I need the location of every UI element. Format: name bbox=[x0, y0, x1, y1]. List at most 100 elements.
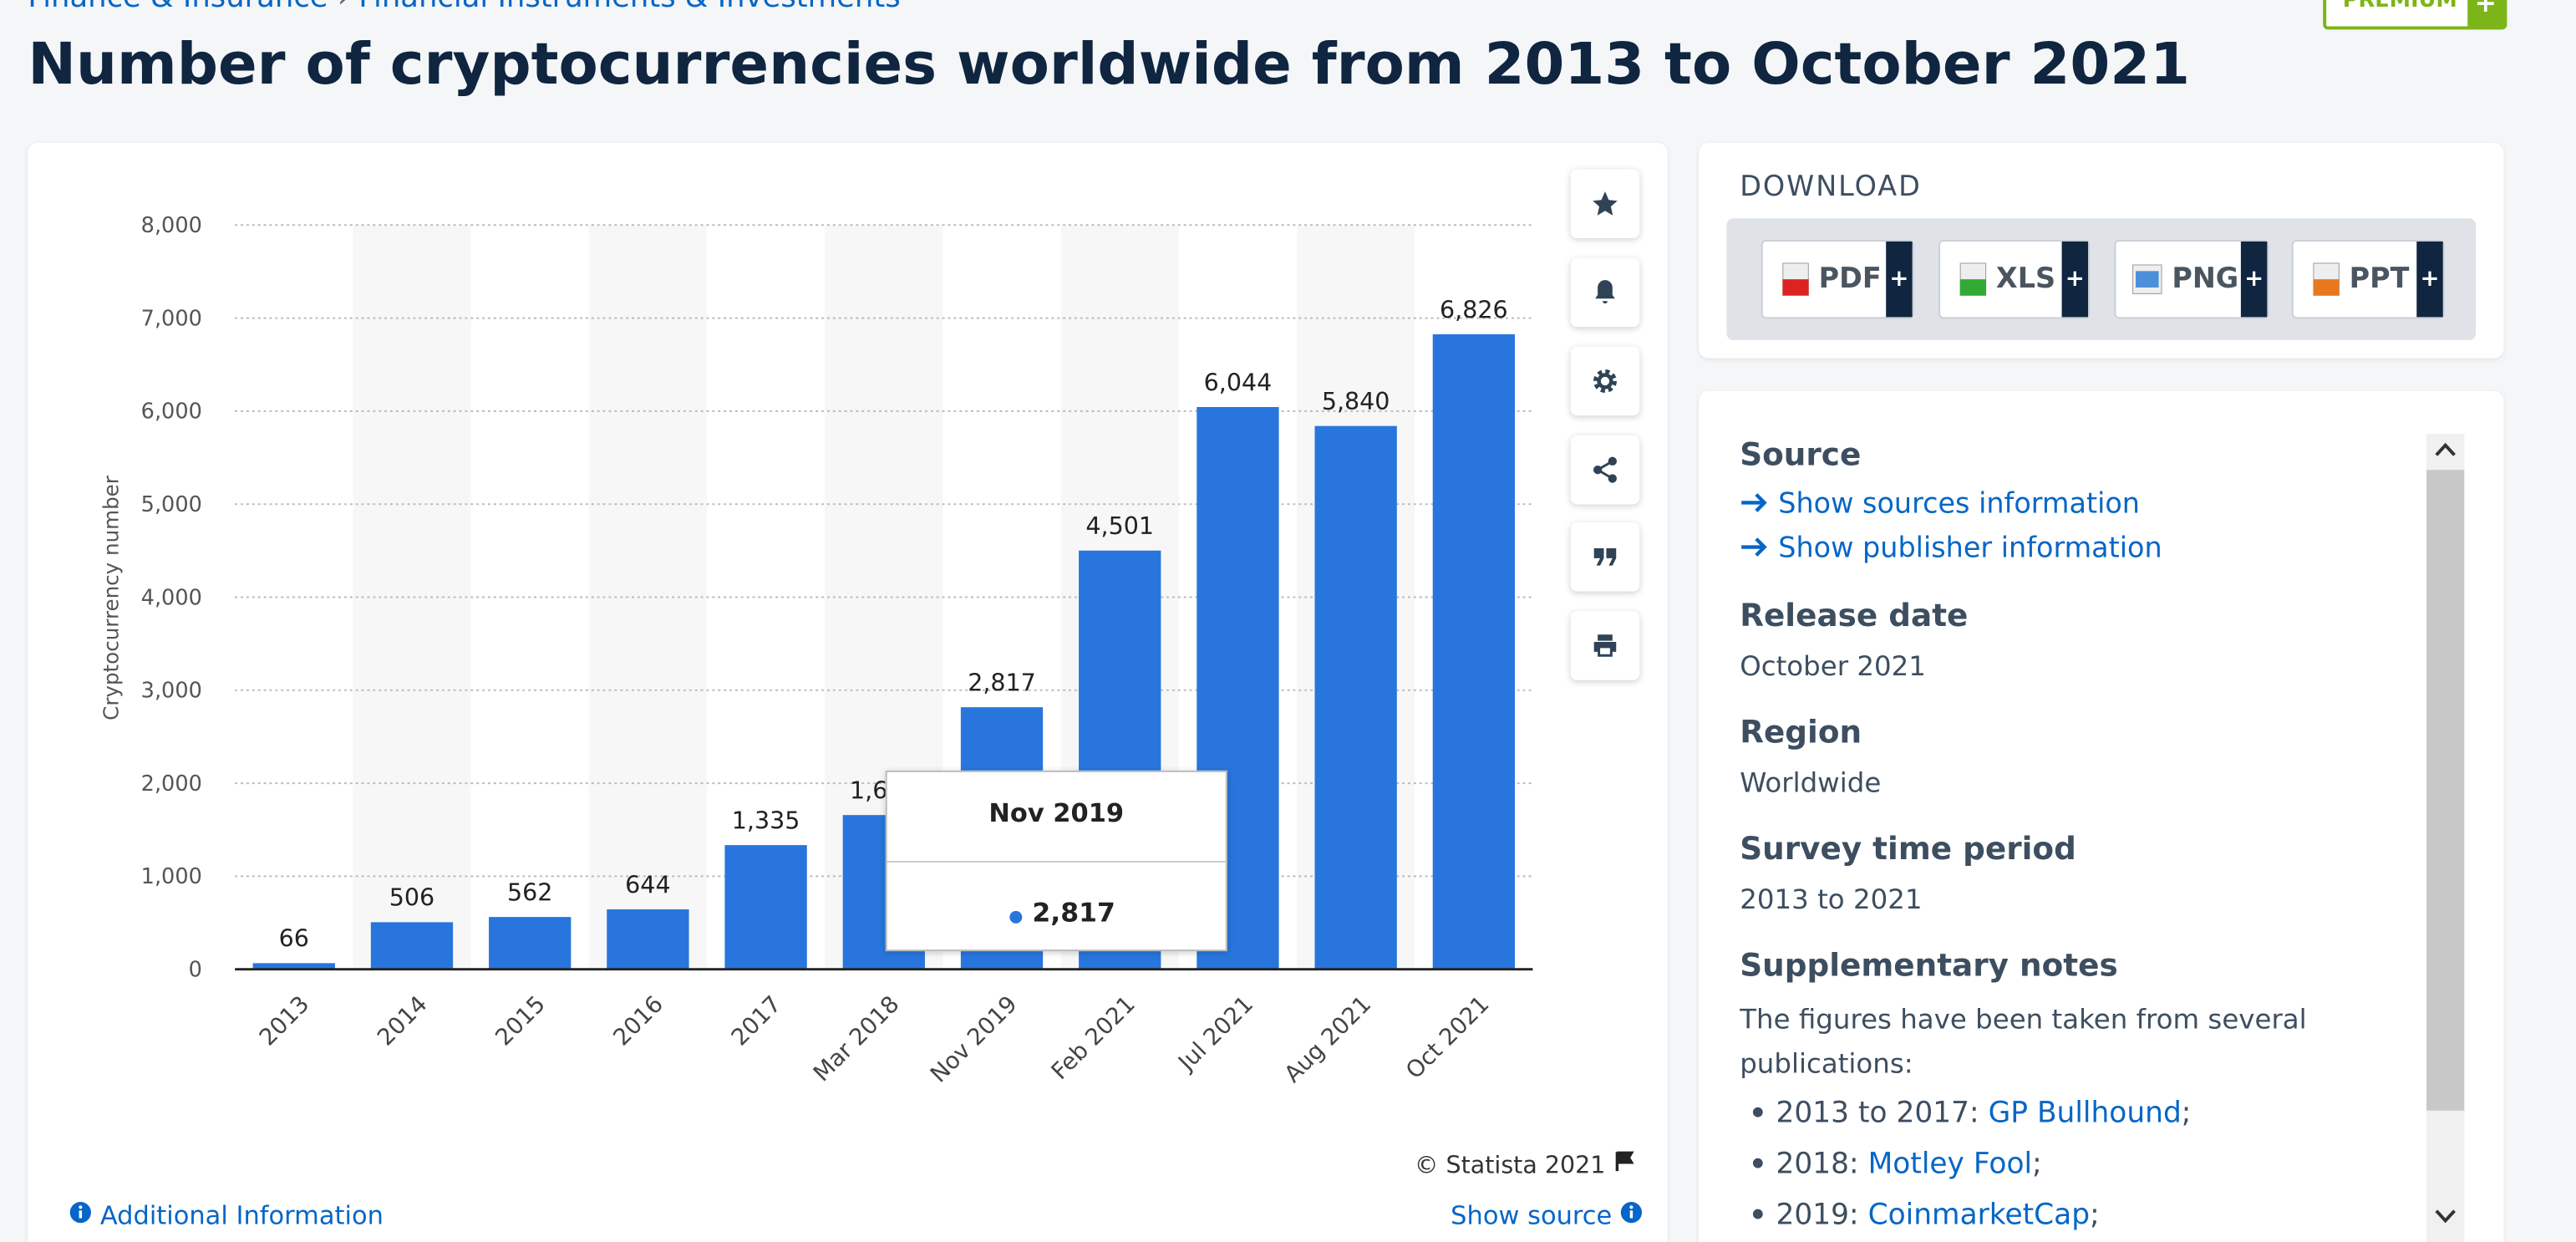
copyright: © Statista 2021 bbox=[1415, 1150, 1636, 1179]
publisher-link[interactable]: Show publisher information bbox=[1740, 532, 2162, 565]
format-plus: + bbox=[2416, 241, 2443, 318]
publisher-link-text: Show publisher information bbox=[1778, 532, 2162, 566]
value-label: 1,335 bbox=[732, 807, 800, 834]
tooltip-divider bbox=[887, 860, 1226, 863]
value-label: 66 bbox=[279, 925, 309, 953]
tooltip-value: ● 2,817 bbox=[1009, 897, 1115, 929]
value-label: 5,840 bbox=[1322, 388, 1390, 415]
x-tick-label: Jul 2021 bbox=[1172, 990, 1258, 1077]
show-source-link[interactable]: Show source bbox=[1451, 1201, 1643, 1230]
page-title: Number of cryptocurrencies worldwide fro… bbox=[28, 33, 2191, 99]
premium-button[interactable]: PREMIUM + bbox=[2323, 0, 2507, 30]
tooltip-value-text: 2,817 bbox=[1032, 897, 1115, 929]
download-title: DOWNLOAD bbox=[1740, 171, 1922, 204]
sources-link-text: Show sources information bbox=[1778, 487, 2141, 522]
note-text: 2019: bbox=[1776, 1199, 1859, 1233]
scrollbar[interactable] bbox=[2426, 433, 2465, 1242]
note-end: ; bbox=[2181, 1097, 2192, 1131]
png-button[interactable]: PNG + bbox=[2114, 239, 2269, 319]
x-tick-label: Oct 2021 bbox=[1400, 990, 1494, 1084]
breadcrumb-link[interactable]: Financial Instruments & Investments bbox=[358, 0, 900, 15]
y-tick-label: 4,000 bbox=[141, 585, 202, 610]
y-tick-label: 2,000 bbox=[141, 771, 202, 797]
bar bbox=[1432, 333, 1516, 970]
region: Worldwide bbox=[1740, 766, 1882, 799]
value-label: 506 bbox=[389, 884, 434, 912]
value-label: 644 bbox=[625, 871, 670, 898]
sources-link[interactable]: Show sources information bbox=[1740, 488, 2140, 521]
format-label: PPT bbox=[2349, 262, 2410, 296]
bullet bbox=[1752, 1107, 1763, 1117]
settings-button[interactable] bbox=[1570, 346, 1640, 416]
copyright-text: © Statista 2021 bbox=[1414, 1153, 1606, 1180]
source-heading: Source bbox=[1740, 436, 1862, 474]
notes-heading: Supplementary notes bbox=[1740, 948, 2118, 985]
tooltip: Nov 2019 ● 2,817 bbox=[885, 770, 1227, 952]
period-heading: Survey time period bbox=[1740, 831, 2076, 868]
bar bbox=[1314, 425, 1397, 970]
bar bbox=[724, 845, 807, 970]
y-axis-label: Cryptocurrency number bbox=[99, 475, 124, 720]
breadcrumb-link[interactable]: Finance & Insurance bbox=[28, 0, 328, 15]
x-tick-label: 2013 bbox=[254, 990, 314, 1051]
x-tick-label: 2015 bbox=[490, 990, 551, 1051]
note-link[interactable]: CoinmarketCap bbox=[1867, 1199, 2091, 1233]
column-shade bbox=[588, 225, 708, 970]
note-link[interactable]: Motley Fool bbox=[1867, 1148, 2033, 1182]
x-tick-label: 2016 bbox=[608, 990, 668, 1051]
bullet bbox=[1752, 1209, 1763, 1219]
value-label: 4,501 bbox=[1085, 512, 1154, 540]
breadcrumb: Finance & Insurance › Financial Instrume… bbox=[28, 0, 900, 15]
y-tick-label: 8,000 bbox=[141, 213, 202, 238]
value-label: 6,044 bbox=[1204, 369, 1273, 396]
print-button[interactable] bbox=[1570, 611, 1640, 680]
x-tick-label: 2017 bbox=[726, 990, 786, 1051]
format-label: PNG bbox=[2172, 262, 2239, 296]
y-tick-label: 6,000 bbox=[141, 400, 202, 425]
note-item: 2018: Motley Fool; bbox=[1740, 1148, 2042, 1181]
premium-plus: + bbox=[2467, 0, 2504, 27]
y-tick-label: 0 bbox=[189, 958, 202, 983]
share-button[interactable] bbox=[1570, 435, 1640, 505]
note-link[interactable]: GP Bullhound bbox=[1988, 1097, 2182, 1131]
format-plus: + bbox=[1886, 241, 1913, 318]
bar bbox=[607, 909, 689, 970]
additional-info-text: Additional Information bbox=[99, 1200, 384, 1231]
y-tick-label: 7,000 bbox=[141, 306, 202, 331]
scrollbar-thumb[interactable] bbox=[2426, 470, 2465, 1111]
note-item: 2019: CoinmarketCap; bbox=[1740, 1199, 2100, 1232]
bullet bbox=[1752, 1158, 1763, 1168]
format-plus: + bbox=[2240, 241, 2268, 318]
cite-button[interactable] bbox=[1570, 522, 1640, 592]
region-heading: Region bbox=[1740, 715, 1862, 751]
x-tick-label: 2014 bbox=[372, 990, 432, 1051]
column-shade bbox=[353, 225, 471, 970]
x-tick-label: Mar 2018 bbox=[808, 990, 904, 1087]
value-label: 562 bbox=[507, 879, 552, 907]
premium-label: PREMIUM bbox=[2342, 0, 2457, 13]
note-end: ; bbox=[2090, 1199, 2100, 1233]
pdf-button[interactable]: PDF + bbox=[1761, 239, 1914, 319]
note-end: ; bbox=[2032, 1148, 2042, 1182]
favorite-button[interactable] bbox=[1570, 169, 1640, 239]
bar bbox=[489, 917, 572, 970]
additional-info-link[interactable]: Additional Information bbox=[69, 1201, 384, 1230]
xls-button[interactable]: XLS + bbox=[1938, 239, 2091, 319]
value-label: 2,817 bbox=[968, 669, 1036, 697]
tooltip-title: Nov 2019 bbox=[988, 798, 1125, 828]
format-label: XLS bbox=[1995, 262, 2056, 296]
bar bbox=[370, 922, 454, 970]
details-card bbox=[1699, 390, 2504, 1242]
breadcrumb-separator: › bbox=[338, 0, 358, 15]
alert-button[interactable] bbox=[1570, 257, 1640, 328]
value-label: 6,826 bbox=[1440, 296, 1508, 323]
ppt-button[interactable]: PPT + bbox=[2291, 239, 2445, 319]
x-tick-label: Feb 2021 bbox=[1046, 990, 1141, 1085]
y-tick-label: 3,000 bbox=[141, 679, 202, 704]
y-tick-label: 5,000 bbox=[141, 492, 202, 517]
y-tick-label: 1,000 bbox=[141, 864, 202, 889]
